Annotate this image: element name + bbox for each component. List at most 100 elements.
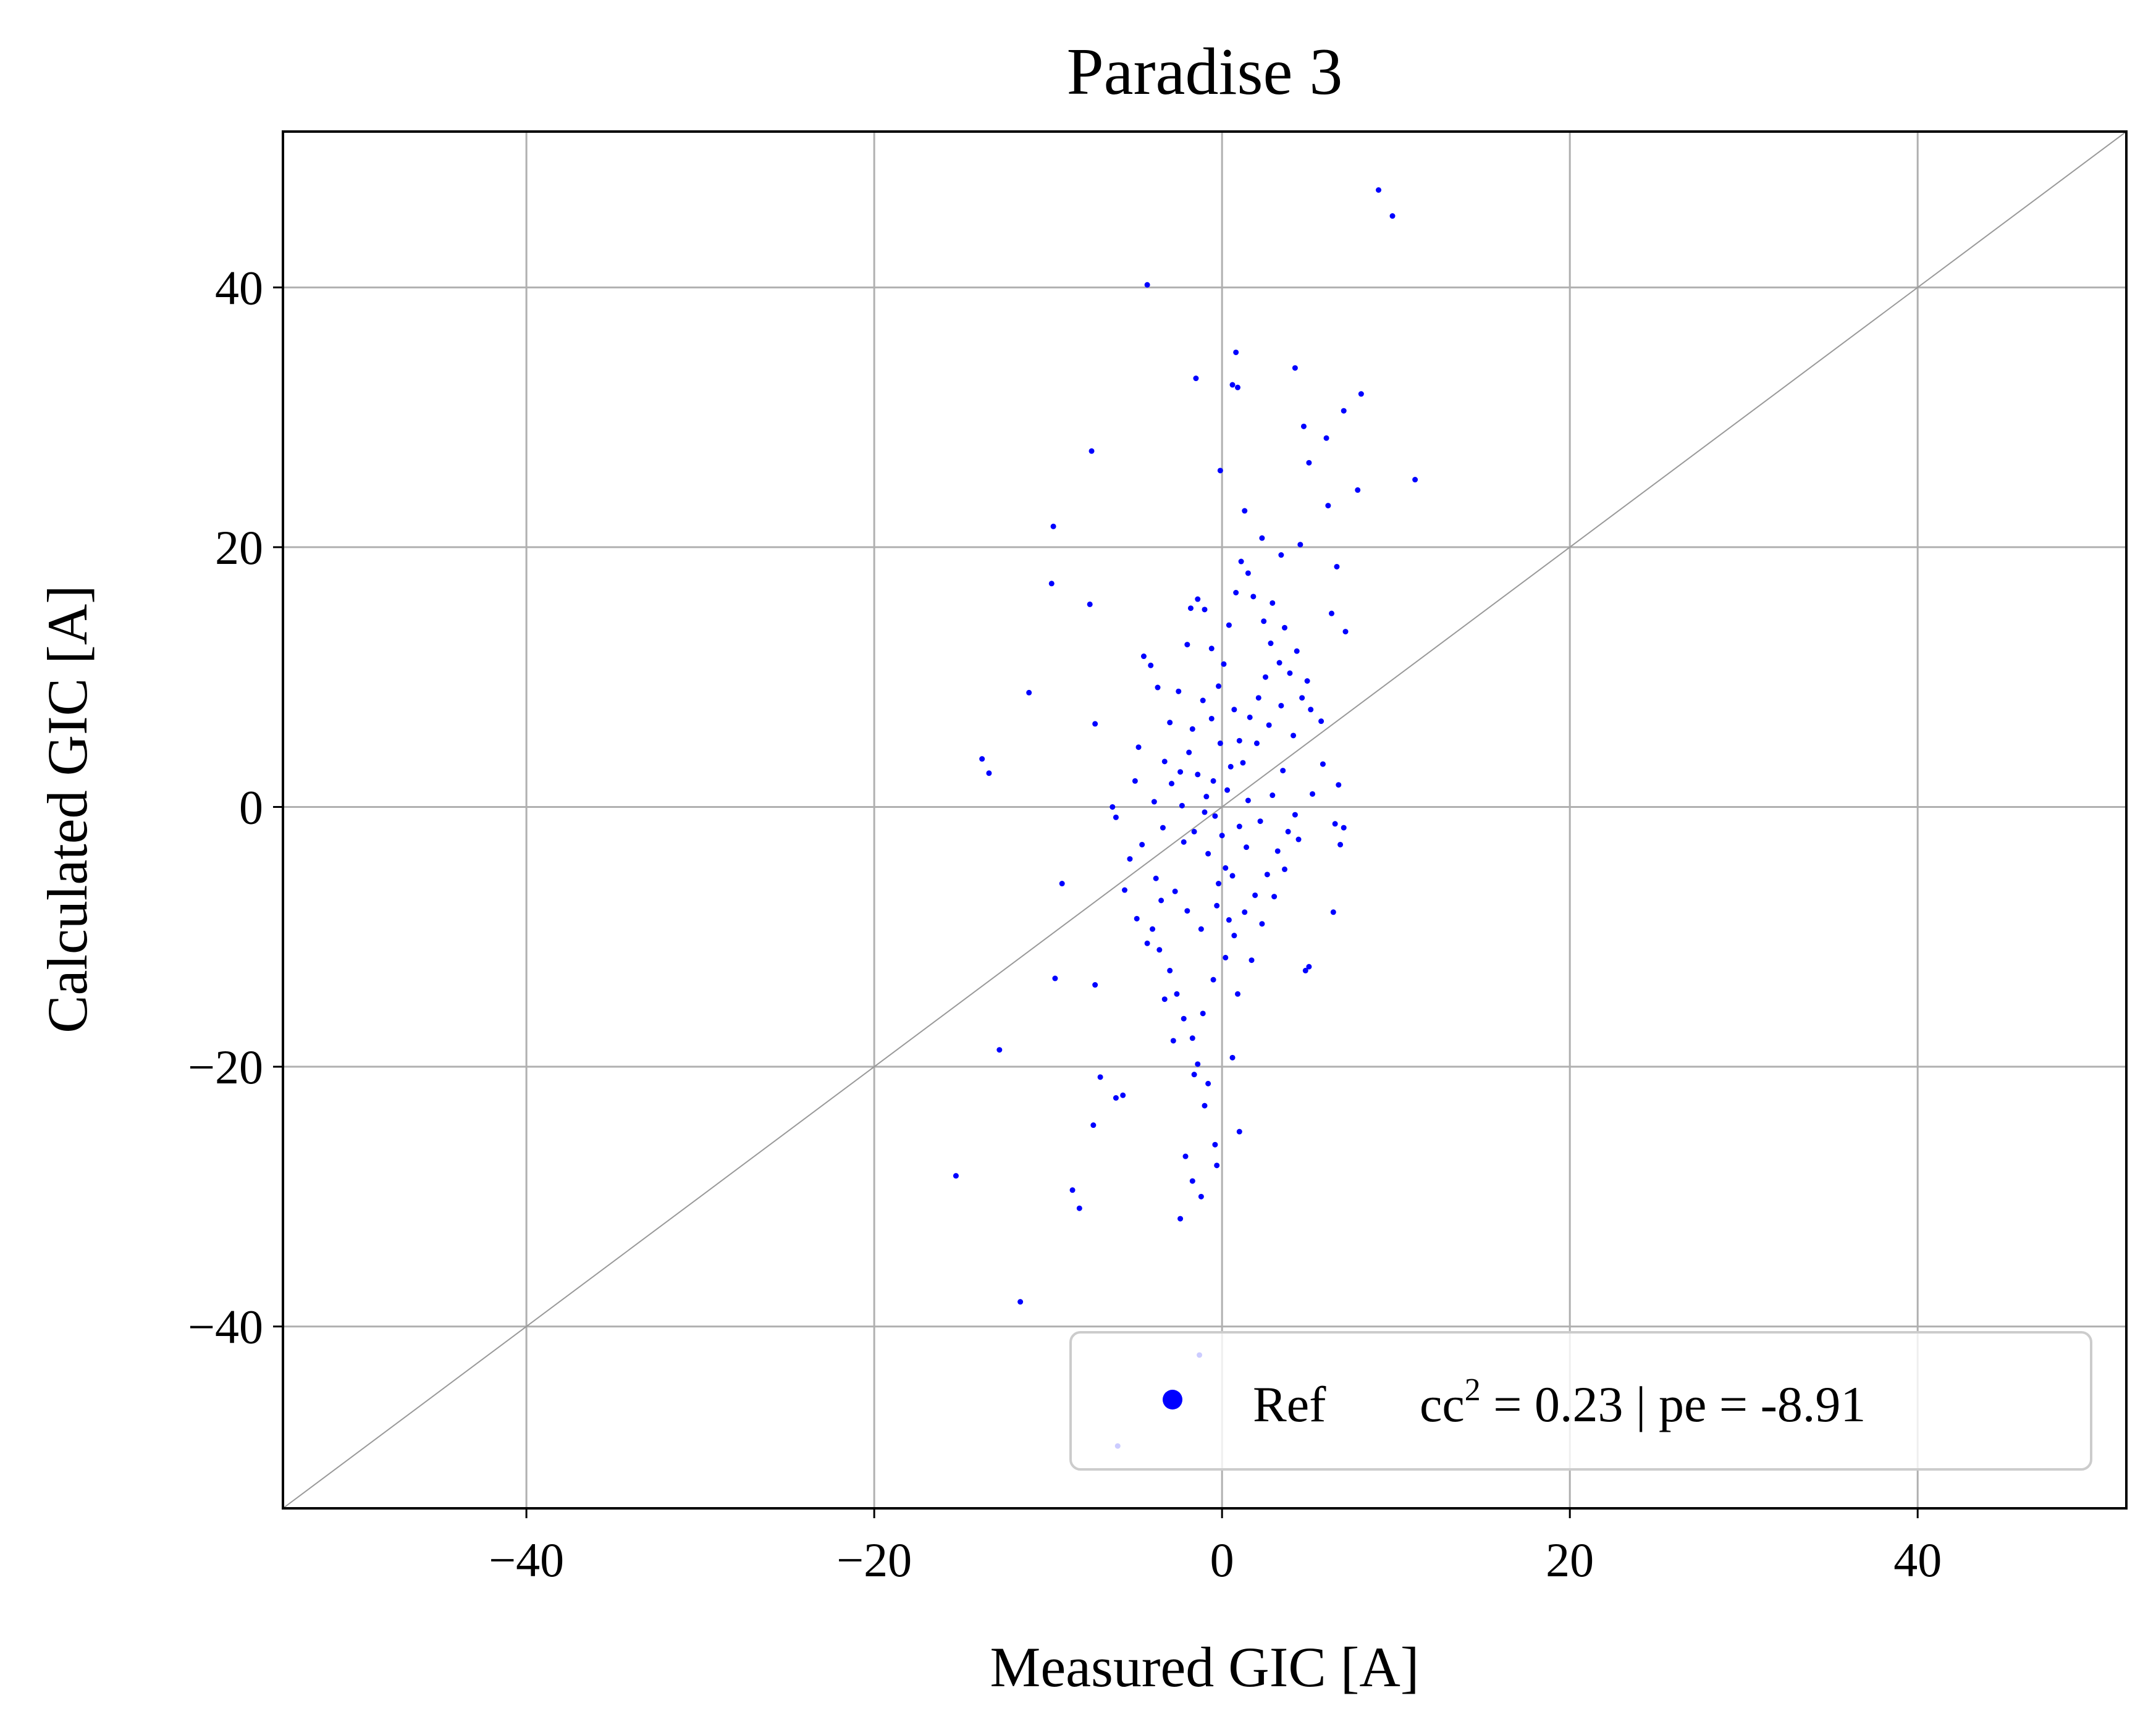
data-point [1134, 915, 1140, 922]
x-tick-label: 0 [1210, 1533, 1234, 1587]
data-point [1202, 607, 1208, 613]
legend-stats: cc2 = 0.23 | pe = -8.91 [1420, 1372, 1866, 1432]
data-point [1247, 714, 1253, 720]
data-point [1205, 851, 1211, 857]
data-point [1231, 707, 1237, 713]
data-point [1223, 954, 1229, 960]
data-point [1264, 872, 1270, 878]
data-point [1341, 825, 1347, 831]
data-point [1226, 917, 1232, 923]
data-point [1097, 1074, 1103, 1080]
data-point [1261, 618, 1267, 624]
data-point [1240, 760, 1246, 766]
data-point [1306, 460, 1312, 466]
data-point [1202, 1103, 1208, 1109]
data-point [1245, 570, 1251, 576]
data-point [1212, 1141, 1218, 1148]
data-point [1259, 921, 1265, 927]
data-point [1236, 1128, 1242, 1135]
y-axis-label: Calculated GIC [A] [36, 585, 99, 1033]
data-point [1268, 641, 1274, 647]
data-point [1167, 720, 1173, 726]
data-point [1263, 674, 1269, 680]
data-point [1113, 1095, 1119, 1101]
data-point [1176, 688, 1182, 694]
data-point [1233, 349, 1239, 355]
data-point [1330, 909, 1336, 915]
data-point [1198, 1193, 1204, 1199]
data-point [1161, 996, 1168, 1002]
data-point [1026, 689, 1032, 695]
data-point [1090, 1122, 1097, 1128]
x-tick-labels: −40 −20 0 20 40 [489, 1533, 1942, 1587]
data-point [1287, 670, 1293, 676]
data-point [1127, 856, 1133, 862]
data-point [1271, 894, 1278, 900]
data-point [1048, 581, 1055, 587]
data-point [1229, 1054, 1236, 1061]
tick-marks [273, 286, 1919, 1518]
data-point [1181, 1015, 1187, 1022]
data-point [986, 770, 992, 776]
data-point [1052, 975, 1058, 981]
data-point [1341, 408, 1347, 414]
data-point [1306, 964, 1312, 970]
data-point [1153, 875, 1159, 881]
y-tick-label: −40 [188, 1300, 263, 1354]
y-tick-label: 20 [215, 521, 263, 574]
x-tick-label: −40 [489, 1533, 564, 1587]
data-point [1212, 813, 1218, 819]
data-point [1160, 825, 1166, 831]
data-point [1242, 909, 1248, 915]
data-point [1198, 926, 1204, 932]
data-point [1245, 797, 1251, 804]
data-point [1205, 1080, 1211, 1086]
data-point [1189, 1178, 1195, 1184]
data-point [1310, 791, 1316, 797]
data-point [1224, 787, 1231, 793]
data-point [1195, 596, 1201, 602]
data-point [1191, 828, 1197, 834]
data-point [1231, 933, 1237, 939]
data-point [1299, 695, 1305, 701]
legend-stat-exponent: 2 [1465, 1372, 1481, 1408]
data-point [1229, 873, 1236, 879]
data-point [1092, 982, 1098, 988]
data-point [1203, 794, 1210, 800]
x-axis-label: Measured GIC [A] [990, 1636, 1420, 1699]
data-point [1278, 702, 1284, 708]
data-point [1177, 769, 1184, 775]
data-point [953, 1173, 959, 1179]
data-point [1140, 653, 1147, 660]
data-point [1181, 839, 1187, 845]
legend-marker [1163, 1390, 1182, 1409]
data-point [1308, 707, 1314, 713]
data-point [1092, 721, 1098, 727]
data-point [1017, 1299, 1024, 1305]
data-point [1144, 940, 1150, 946]
data-point [1234, 384, 1240, 390]
data-point [1210, 977, 1216, 983]
data-point [1281, 866, 1287, 872]
data-point [1076, 1205, 1082, 1211]
data-point [1110, 804, 1116, 810]
data-point [1214, 1162, 1220, 1169]
plot-frame [282, 130, 2128, 1510]
data-point [1210, 778, 1216, 784]
x-tick-label: −20 [836, 1533, 912, 1587]
data-point [1285, 828, 1291, 834]
data-point [1233, 590, 1239, 596]
data-point [1132, 778, 1138, 784]
data-point [979, 756, 985, 762]
data-point [1250, 594, 1257, 600]
identity-diagonal-line [282, 131, 2127, 1509]
data-point [1297, 542, 1303, 548]
data-point [1300, 423, 1307, 429]
data-point [1170, 1038, 1176, 1044]
data-point [1148, 662, 1154, 668]
data-point [1216, 683, 1222, 689]
y-tick-label: 40 [215, 261, 263, 314]
data-point [1238, 558, 1244, 565]
data-point [1276, 660, 1282, 666]
data-point [1334, 563, 1340, 569]
